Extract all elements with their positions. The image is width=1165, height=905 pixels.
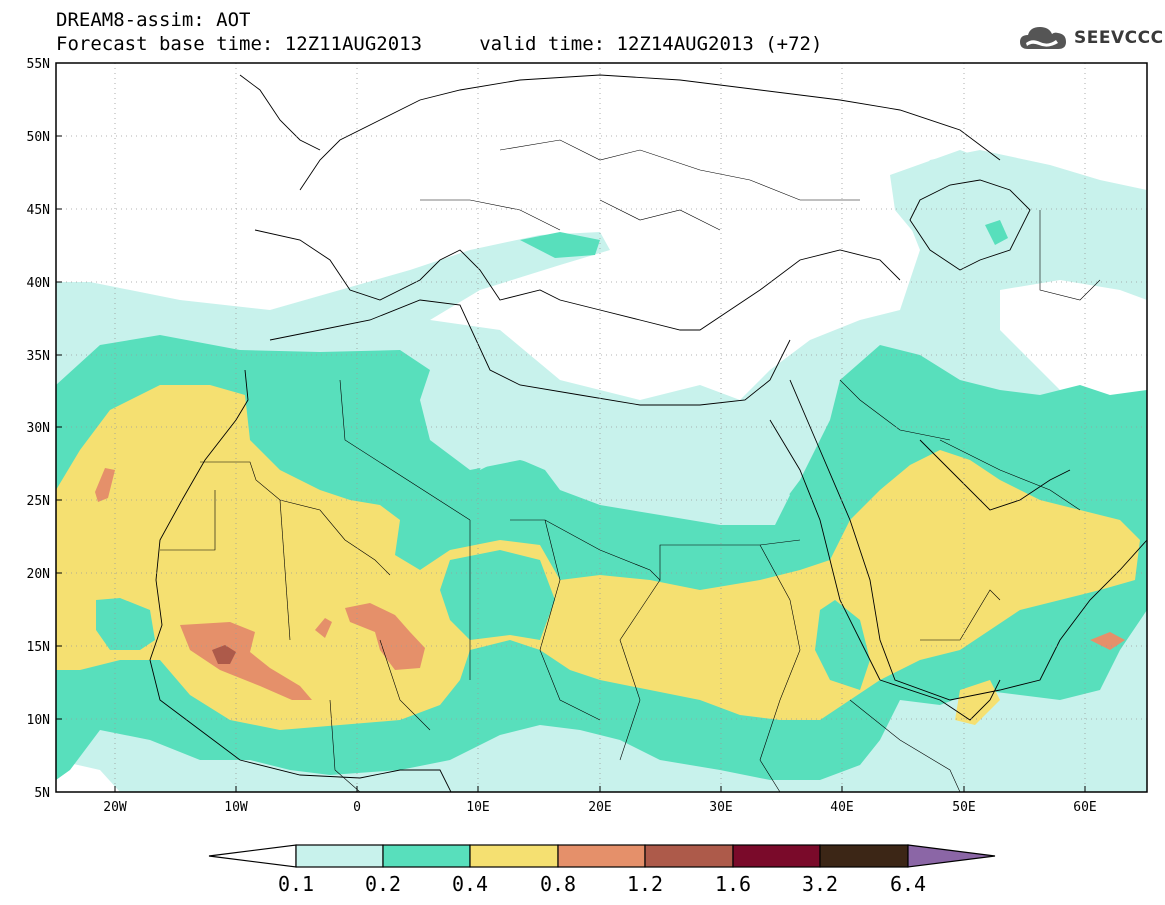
coastlines	[149, 74, 1147, 792]
country-borders	[160, 139, 1101, 792]
lon-label: 20E	[588, 800, 611, 815]
lat-label: 5N	[34, 786, 50, 801]
lat-label: 20N	[27, 567, 50, 582]
colorbar-tick-label: 0.8	[540, 872, 576, 896]
lat-label: 55N	[27, 57, 50, 72]
map-grid	[56, 63, 1147, 792]
colorbar-tick-label: 3.2	[802, 872, 838, 896]
colorbar-segment	[295, 844, 384, 868]
colorbar	[208, 844, 996, 868]
lat-label: 35N	[27, 349, 50, 364]
colorbar-segment	[732, 844, 821, 868]
forecast-times: Forecast base time: 12Z11AUG2013 valid t…	[56, 33, 823, 55]
colorbar-tick-label: 6.4	[890, 872, 926, 896]
colorbar-segment	[469, 844, 559, 868]
seevccc-logo: SEEVCCC	[1018, 20, 1164, 56]
aot-field	[56, 150, 1147, 792]
lat-label: 50N	[27, 130, 50, 145]
lat-label: 25N	[27, 494, 50, 509]
lat-label: 40N	[27, 276, 50, 291]
colorbar-labels: 0.1 0.2 0.4 0.8 1.2 1.6 3.2 6.4	[278, 872, 926, 896]
aot-band-0.4-0.8	[56, 385, 1140, 730]
lon-label: 0	[353, 800, 361, 815]
lon-label: 40E	[830, 800, 853, 815]
colorbar-segment	[208, 844, 297, 868]
aot-band-0.8-1.2	[95, 468, 1125, 700]
colorbar-tick-label: 0.2	[365, 872, 401, 896]
cloud-icon	[1020, 27, 1066, 49]
colorbar-segment	[644, 844, 734, 868]
longitude-labels: 20W 10W 0 10E 20E 30E 40E 50E 60E	[103, 800, 1096, 815]
colorbar-tick-label: 0.1	[278, 872, 314, 896]
lon-label: 10W	[224, 800, 248, 815]
lat-label: 15N	[27, 640, 50, 655]
colorbar-tick-label: 0.4	[452, 872, 488, 896]
lat-label: 30N	[27, 421, 50, 436]
aot-band-0.2-0.4-interior	[96, 550, 870, 690]
axis-ticks	[56, 135, 1086, 792]
lon-label: 60E	[1073, 800, 1096, 815]
lat-label: 45N	[27, 203, 50, 218]
colorbar-segment	[557, 844, 646, 868]
aot-band-0.1-0.2-interior	[480, 405, 790, 525]
lon-label: 30E	[709, 800, 732, 815]
lon-label: 10E	[466, 800, 489, 815]
colorbar-tick-label: 1.2	[627, 872, 663, 896]
colorbar-segment	[382, 844, 471, 868]
aot-band-1.2-1.6	[212, 645, 236, 664]
latitude-labels: 55N 50N 45N 40N 35N 30N 25N 20N 15N 10N …	[27, 57, 50, 801]
lon-label: 50E	[952, 800, 975, 815]
logo-text: SEEVCCC	[1074, 28, 1164, 48]
lat-label: 10N	[27, 713, 50, 728]
colorbar-tick-label: 1.6	[715, 872, 751, 896]
colorbar-segment	[819, 844, 909, 868]
map-title: DREAM8-assim: AOT	[56, 9, 251, 31]
lon-label: 20W	[103, 800, 127, 815]
colorbar-segment	[907, 844, 996, 868]
